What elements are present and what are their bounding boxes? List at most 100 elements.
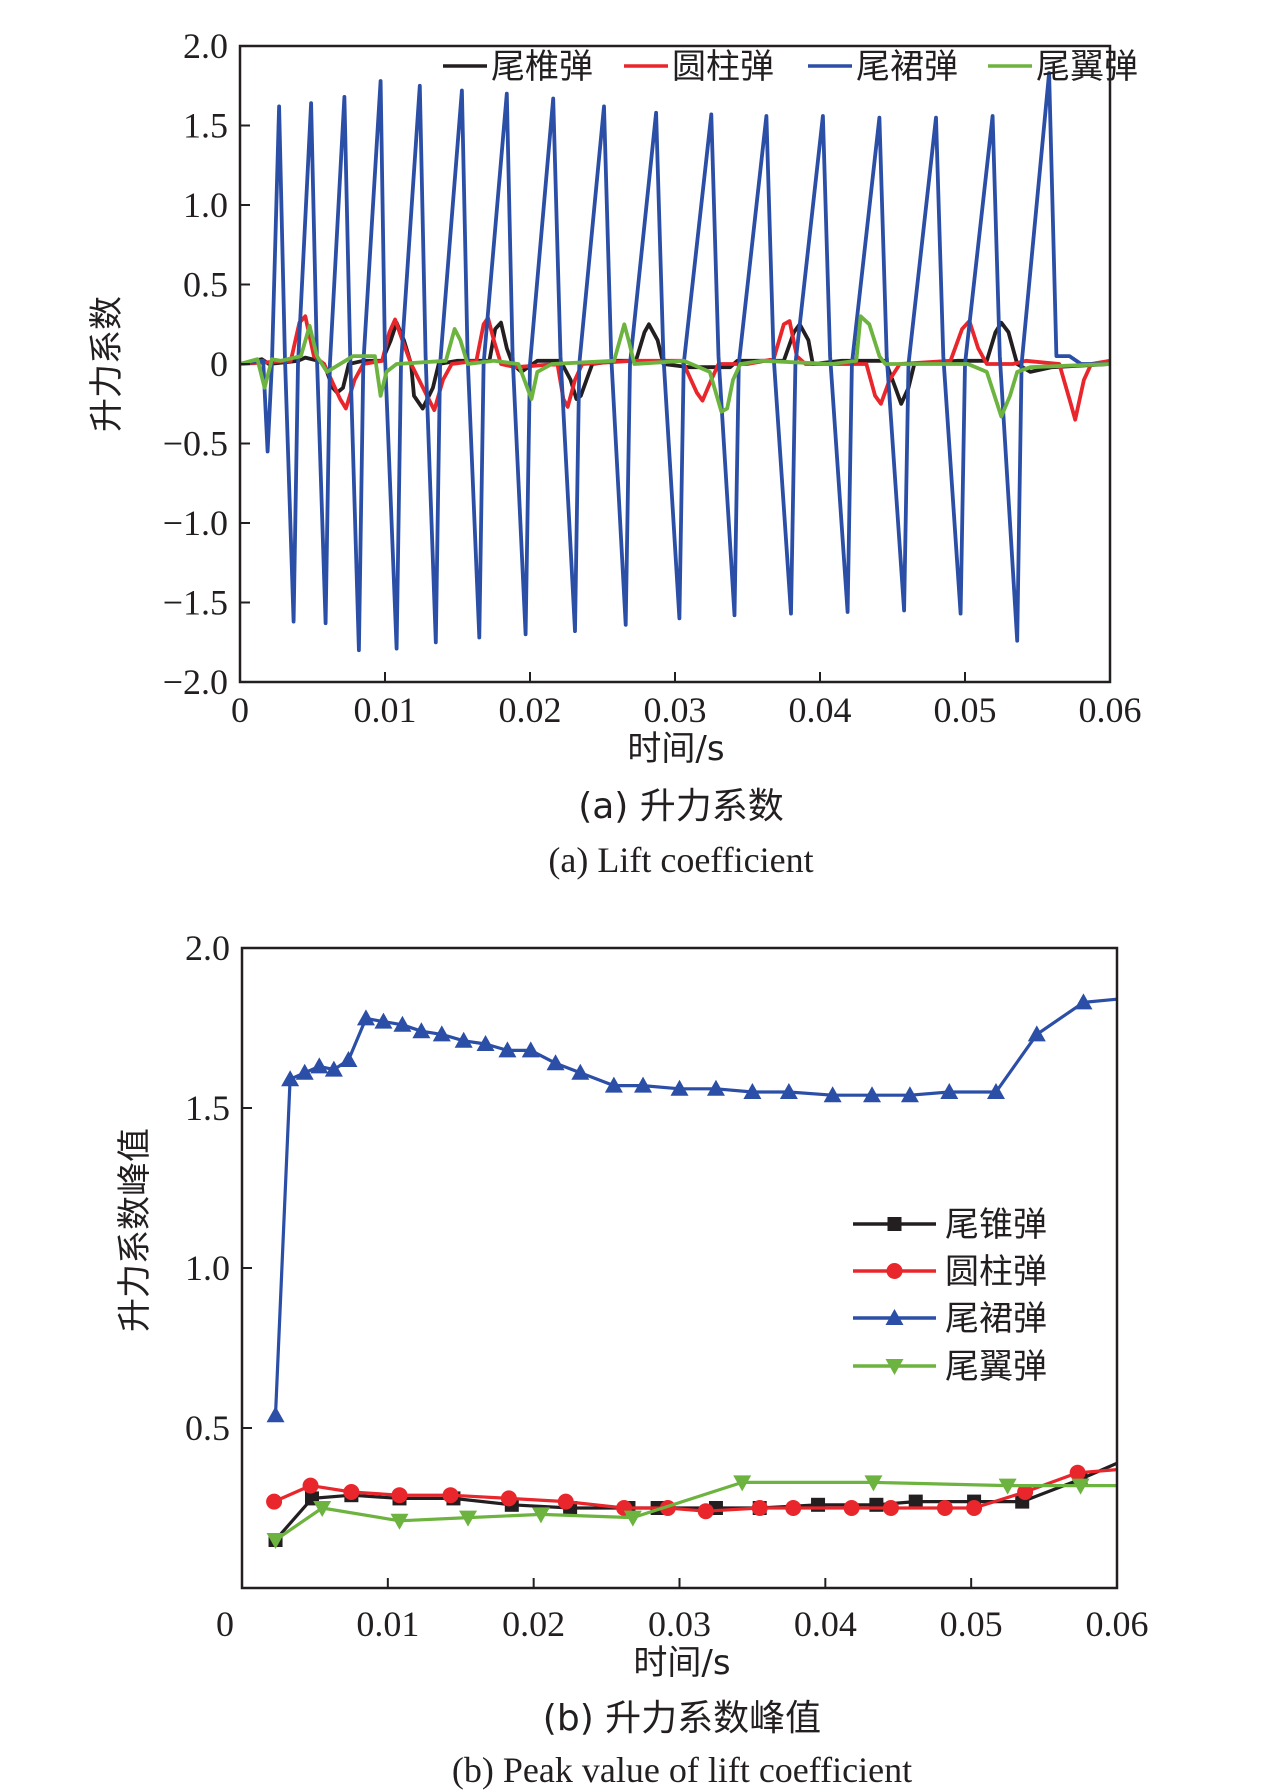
data-point-blue <box>339 1051 358 1067</box>
legend-label: 尾裙弹 <box>945 1299 1047 1339</box>
data-point-blue <box>454 1031 473 1048</box>
x-tick-label: 0.01 <box>354 690 417 730</box>
series-line-green <box>240 314 1110 419</box>
legend-label: 尾翼弹 <box>945 1347 1047 1387</box>
data-point-blue <box>498 1041 517 1058</box>
panel-a-ticks: 0 0.01 0.02 0.03 0.04 0.05 0.06 2.0 1.5 1.0 0.5 0 −0… <box>163 26 1142 730</box>
data-point-red <box>751 1500 768 1516</box>
data-point-green <box>998 1478 1017 1495</box>
data-point-blue <box>823 1086 842 1103</box>
legend-label: 圆柱弹 <box>945 1252 1047 1292</box>
data-point-blue <box>393 1015 412 1032</box>
panel-b-series-layer <box>266 993 1117 1549</box>
panel-a-caption-en: (a) Lift coefficient <box>548 840 813 880</box>
data-point-blue <box>374 1012 393 1029</box>
data-point-red <box>843 1500 860 1516</box>
y-tick-label: 0 <box>210 344 228 384</box>
data-point-blue <box>295 1063 314 1080</box>
data-point-blue <box>634 1076 653 1093</box>
legend-label: 尾裙弹 <box>856 47 958 87</box>
data-point-blue <box>521 1041 540 1058</box>
data-point-blue <box>706 1079 725 1096</box>
data-point-blue <box>1027 1025 1046 1042</box>
data-point-blue <box>571 1063 590 1080</box>
x-tick-label: 0.06 <box>1086 1604 1149 1644</box>
legend-marker-green <box>885 1359 904 1375</box>
data-point-blue <box>546 1054 565 1071</box>
x-tick-label: 0.05 <box>940 1604 1003 1644</box>
data-point-blue <box>412 1022 431 1039</box>
panel-a-caption-cn: (a) 升力系数 <box>578 786 784 827</box>
data-point-green <box>623 1510 642 1527</box>
data-point-green <box>1071 1478 1090 1495</box>
data-point-red <box>391 1487 408 1504</box>
legend-marker-red <box>886 1263 903 1279</box>
legend-marker-black <box>887 1217 902 1231</box>
data-point-red <box>343 1484 360 1500</box>
data-point-blue <box>310 1057 329 1074</box>
panel-b-x-axis-label: 时间/s <box>633 1643 730 1683</box>
panel-b-caption-cn: (b) 升力系数峰值 <box>543 1698 821 1739</box>
y-tick-label: 1.5 <box>185 1088 230 1128</box>
data-point-green <box>531 1507 550 1524</box>
legend-label: 尾翼弹 <box>1036 47 1138 87</box>
panel-b-peak-lift-coefficient: 0.01 0.02 0.03 0.04 0.05 0.06 0 2.0 1.5 1.0 0.5 尾锥… <box>115 928 1149 1790</box>
panel-a-legend: 尾椎弹 圆柱弹 尾裙弹 尾翼弹 <box>443 47 1138 87</box>
data-point-blue <box>779 1083 798 1099</box>
x-tick-label: 0.02 <box>502 1604 565 1644</box>
panel-a-series-layer <box>240 71 1110 653</box>
data-point-red <box>442 1487 459 1504</box>
data-point-red <box>785 1500 802 1516</box>
data-point-red <box>882 1500 899 1516</box>
y-tick-label: 1.5 <box>183 106 228 146</box>
data-point-black <box>869 1497 884 1512</box>
data-point-green <box>266 1533 285 1549</box>
data-point-red <box>697 1503 714 1520</box>
y-tick-label: 1.0 <box>183 185 228 225</box>
data-point-red <box>266 1493 283 1510</box>
data-point-red <box>1017 1484 1034 1500</box>
x-tick-label: 0.05 <box>934 690 997 730</box>
data-point-red <box>557 1493 574 1510</box>
data-point-blue <box>281 1070 300 1087</box>
y-tick-label: 0.5 <box>183 265 228 305</box>
data-point-green <box>313 1501 332 1517</box>
data-point-blue <box>863 1086 881 1103</box>
panel-b-caption-en: (b) Peak value of lift coefficient <box>452 1750 912 1790</box>
legend-label: 圆柱弹 <box>672 47 774 87</box>
panel-b-ticks: 0.01 0.02 0.03 0.04 0.05 0.06 0 2.0 1.5 1.0 0.5 <box>185 928 1149 1644</box>
data-point-blue <box>986 1083 1005 1099</box>
data-point-red <box>500 1490 517 1507</box>
y-tick-label: 2.0 <box>185 928 230 968</box>
data-point-red <box>936 1500 953 1516</box>
data-point-red <box>966 1500 983 1516</box>
y-tick-label: 1.0 <box>185 1248 230 1288</box>
y-tick-label: −1.5 <box>163 583 228 623</box>
data-point-blue <box>900 1086 919 1103</box>
x-tick-label: 0.03 <box>644 690 707 730</box>
series-line-black <box>240 320 1110 411</box>
panel-a-lift-coefficient: 0 0.01 0.02 0.03 0.04 0.05 0.06 2.0 1.5 1.0 0.5 0 −0… <box>87 26 1142 880</box>
legend-label: 尾锥弹 <box>945 1205 1047 1245</box>
x-tick-label: 0.03 <box>648 1604 711 1644</box>
data-point-black <box>811 1497 826 1512</box>
series-clip-group <box>266 993 1117 1549</box>
data-point-blue <box>743 1083 762 1099</box>
y-tick-label: 2.0 <box>183 26 228 66</box>
data-point-green <box>390 1513 409 1530</box>
x-tick-label: 0.06 <box>1079 690 1142 730</box>
data-point-red <box>1069 1464 1086 1481</box>
y-tick-label: 0.5 <box>185 1408 230 1448</box>
data-point-black <box>908 1494 923 1509</box>
x-tick-label: 0.01 <box>356 1604 419 1644</box>
data-point-blue <box>324 1060 343 1077</box>
y-tick-label: −2.0 <box>163 662 228 702</box>
legend-label: 尾椎弹 <box>491 47 593 87</box>
data-point-blue <box>604 1076 623 1093</box>
x-tick-label: 0 <box>231 690 249 730</box>
data-point-blue <box>356 1009 375 1026</box>
x-tick-label: 0.04 <box>789 690 852 730</box>
data-point-blue <box>266 1406 285 1423</box>
